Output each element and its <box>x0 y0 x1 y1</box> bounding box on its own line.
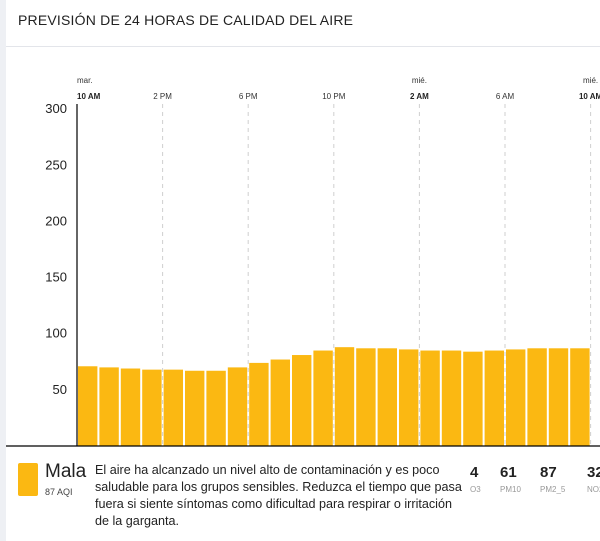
pollutant-name: NO2 <box>587 485 600 494</box>
pollutant-name: PM2_5 <box>540 485 566 494</box>
time-label: 6 AM <box>496 92 515 101</box>
time-label: 10 AM <box>579 92 600 101</box>
y-tick-label: 200 <box>45 213 67 228</box>
aqi-level: Mala <box>45 461 87 482</box>
pollutant-name: O3 <box>470 485 481 494</box>
aqi-bar[interactable] <box>506 349 526 446</box>
left-edge-bar <box>0 0 6 541</box>
pollutant-pm10: 61 PM10 <box>500 464 521 494</box>
y-tick-label: 250 <box>45 157 67 172</box>
aqi-bar[interactable] <box>292 355 312 446</box>
aqi-bar[interactable] <box>527 348 547 446</box>
pollutant-no2: 32 NO2 <box>587 464 600 494</box>
pollutant-value: 4 <box>470 464 479 481</box>
aqi-bar[interactable] <box>441 350 462 446</box>
header-divider <box>6 46 600 47</box>
y-tick-label: 150 <box>45 270 67 285</box>
day-label: mié. <box>412 76 427 85</box>
aqi-bar[interactable] <box>78 366 98 446</box>
aqi-color-swatch <box>18 463 38 496</box>
day-label: mié. <box>583 76 598 85</box>
aqi-bar[interactable] <box>484 350 504 446</box>
pollutant-value: 32 <box>587 464 600 481</box>
aqi-bar[interactable] <box>163 369 183 446</box>
time-label: 6 PM <box>239 92 258 101</box>
aqi-value: 87 AQI <box>45 487 73 497</box>
pollutant-o3: 4 O3 <box>470 464 481 494</box>
time-label: 2 PM <box>153 92 172 101</box>
pollutant-name: PM10 <box>500 485 521 494</box>
aqi-bar[interactable] <box>420 350 440 446</box>
time-label: 2 AM <box>410 92 429 101</box>
page-title: PREVISIÓN DE 24 HORAS DE CALIDAD DEL AIR… <box>18 12 354 28</box>
y-tick-label: 300 <box>45 101 67 116</box>
y-tick-label: 100 <box>45 326 67 341</box>
y-tick-label: 50 <box>53 382 67 397</box>
aqi-bar[interactable] <box>548 348 569 446</box>
aqi-bar[interactable] <box>399 349 419 446</box>
day-label: mar. <box>77 76 93 85</box>
aqi-bar[interactable] <box>142 369 162 446</box>
aqi-bar[interactable] <box>120 368 141 446</box>
pollutant-value: 87 <box>540 464 557 481</box>
aqi-bar[interactable] <box>313 350 333 446</box>
pollutant-pm2-5: 87 PM2_5 <box>540 464 565 494</box>
time-label: 10 AM <box>77 92 101 101</box>
aqi-bar[interactable] <box>249 362 269 446</box>
aqi-bar[interactable] <box>463 351 483 446</box>
pollutant-value: 61 <box>500 464 517 481</box>
aqi-bar[interactable] <box>377 348 397 446</box>
aqi-bar[interactable] <box>334 347 355 446</box>
aqi-bar[interactable] <box>185 370 205 446</box>
aqi-bar[interactable] <box>356 348 376 446</box>
aqi-bar[interactable] <box>206 370 226 446</box>
aqi-bar[interactable] <box>570 348 590 446</box>
aqi-bar[interactable] <box>99 367 119 446</box>
aqi-bar[interactable] <box>270 359 290 446</box>
aqi-description: El aire ha alcanzado un nivel alto de co… <box>95 463 462 528</box>
aqi-forecast-chart: mar. 10 AM 2 PM 6 PM 10 PM mié. 2 AM 6 AM mié. 10… <box>6 76 600 447</box>
aqi-bar[interactable] <box>227 367 248 446</box>
time-label: 10 PM <box>322 92 345 101</box>
